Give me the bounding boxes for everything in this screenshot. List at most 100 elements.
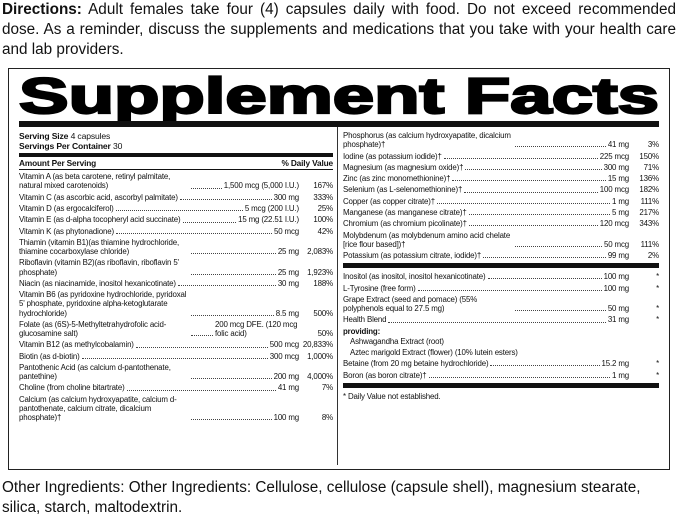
- amount: 300 mg: [273, 192, 300, 202]
- ingredient-row: Manganese (as manganese citrate)† 5 mg 217…: [343, 208, 659, 217]
- dv-header: % Daily Value: [281, 158, 333, 168]
- amount: 8.5 mg: [275, 308, 299, 318]
- ingredient-name: Vitamin B6 (as pyridoxine hydrochloride,…: [19, 290, 187, 318]
- ingredient-name: Grape Extract (seed and pomace) (55% pol…: [343, 294, 478, 314]
- dot-leader: [126, 389, 276, 391]
- directions-text: Adult females take four (4) capsules dai…: [2, 1, 676, 58]
- ingredient-row: Boron (as boron citrate)† 1 mg *: [343, 371, 659, 380]
- daily-value: 2%: [647, 251, 659, 261]
- amount: 300 mg: [603, 162, 630, 172]
- dot-leader: [468, 214, 611, 216]
- amount-header: Amount Per Serving: [19, 158, 97, 168]
- amount: 225 mcg: [599, 151, 629, 161]
- daily-value: 2,083%: [307, 247, 333, 257]
- left-rows: Vitamin A (as beta carotene, retinyl pal…: [19, 172, 333, 422]
- daily-value: 500%: [313, 308, 333, 318]
- title-svg: Supplement Facts: [19, 73, 659, 121]
- daily-value: 7%: [321, 383, 333, 393]
- ingredient-row: Calcium (as calcium hydroxyapatite, calc…: [19, 395, 333, 423]
- amount: 50 mcg: [604, 239, 629, 249]
- dot-leader: [464, 191, 598, 193]
- ingredient-row: Phosphorus (as calcium hydroxyapatite, d…: [343, 131, 659, 149]
- after-rows: Betaine (from 20 mg betaine hydrochlorid…: [343, 359, 659, 380]
- serving-size: Serving Size 4 capsules: [19, 131, 333, 141]
- daily-value: 333%: [313, 192, 333, 202]
- left-column: Serving Size 4 capsules Servings Per Con…: [19, 131, 333, 424]
- amount: 100 mg: [603, 272, 630, 282]
- dot-leader: [515, 146, 606, 148]
- ingredient-row: Vitamin D (as ergocalciferol) 5 mcg (200 …: [19, 204, 333, 213]
- dot-leader: [490, 365, 600, 367]
- providing-items: Ashwagandha Extract (root) Aztec marigold…: [343, 337, 659, 357]
- daily-value: 343%: [639, 219, 659, 229]
- daily-value: 182%: [639, 185, 659, 195]
- ingredient-name: Zinc (as zinc monomethionine)†: [343, 174, 451, 184]
- dot-leader: [182, 221, 237, 223]
- dot-leader: [135, 346, 268, 348]
- amount: 300 mcg: [269, 351, 299, 361]
- ingredient-name: Vitamin A (as beta carotene, retinyl pal…: [19, 172, 171, 191]
- dot-leader: [191, 314, 274, 316]
- amount: 15.2 mg: [601, 359, 630, 369]
- servings-label: Servings Per Container: [19, 141, 111, 151]
- daily-value: 42%: [317, 226, 333, 236]
- ingredient-name: Inositol (as inositol, inositol hexanico…: [343, 272, 486, 282]
- ingredient-name: Health Blend: [343, 315, 387, 325]
- ingredient-row: Vitamin C (as ascorbic acid, ascorbyl pa…: [19, 193, 333, 202]
- amount: 15 mg: [607, 174, 629, 184]
- daily-value: 1,000%: [307, 351, 333, 361]
- other-rows: Inositol (as inositol, inositol hexanico…: [343, 272, 659, 324]
- ingredient-name: Vitamin K (as phytonadione): [19, 226, 114, 236]
- ingredient-row: Folate (as (6S)-5-Methyltetrahydrofolic …: [19, 320, 333, 338]
- ingredient-name: Iodine (as potassium iodide)†: [343, 151, 442, 161]
- amount: 100 mcg: [599, 185, 629, 195]
- dot-leader: [452, 180, 606, 182]
- ingredient-name: Thiamin (vitamin B1)(as thiamine hydroch…: [19, 237, 180, 257]
- dot-leader: [179, 198, 272, 200]
- daily-value: *: [656, 304, 659, 314]
- ingredient-row: Riboflavin (vitamin B2)(as riboflavin, r…: [19, 258, 333, 276]
- amount: 41 mg: [607, 140, 629, 150]
- ingredient-row: Vitamin K (as phytonadione) 50 mcg 42%: [19, 227, 333, 236]
- ingredient-row: Choline (from choline bitartrate) 41 mg 7%: [19, 383, 333, 392]
- ingredient-name: Vitamin D (as ergocalciferol): [19, 204, 114, 213]
- dot-leader: [115, 210, 243, 212]
- daily-value: 71%: [643, 162, 659, 172]
- servings-per-container: Servings Per Container 30: [19, 141, 333, 151]
- dot-leader: [191, 378, 272, 380]
- daily-value: *: [656, 272, 659, 282]
- dot-leader: [483, 257, 606, 259]
- daily-value: 4,000%: [307, 372, 333, 382]
- ingredient-name: Molybdenum (as molybdenum amino acid che…: [343, 230, 511, 249]
- dot-leader: [115, 232, 273, 234]
- ingredient-name: Vitamin C (as ascorbic acid, ascorbyl pa…: [19, 192, 178, 202]
- servings-value: 30: [113, 141, 123, 151]
- providing-item: Aztec marigold Extract (flower) (10% lut…: [350, 348, 518, 358]
- footnote: * Daily Value not established.: [343, 391, 441, 401]
- ingredient-name: Betaine (from 20 mg betaine hydrochlorid…: [343, 359, 489, 369]
- daily-value: 50%: [317, 329, 333, 339]
- ingredient-row: Health Blend 31 mg *: [343, 315, 659, 324]
- right-column: Phosphorus (as calcium hydroxyapatite, d…: [343, 131, 659, 401]
- daily-value: *: [656, 283, 659, 293]
- directions-label: Directions:: [2, 1, 82, 18]
- ingredient-row: Vitamin B12 (as methylcobalamin) 500 mcg 2…: [19, 340, 333, 349]
- amount: 1,500 mcg (5,000 I.U.): [223, 181, 299, 191]
- daily-value: 8%: [321, 413, 333, 423]
- daily-value: 1,923%: [307, 267, 333, 277]
- ingredient-name: Selenium (as L-selenomethionine)†: [343, 185, 463, 195]
- dot-leader: [191, 273, 276, 275]
- dot-leader: [437, 202, 611, 204]
- dot-leader: [515, 310, 606, 312]
- dot-leader: [487, 278, 602, 280]
- ingredient-name: Riboflavin (vitamin B2)(as riboflavin, r…: [19, 258, 179, 277]
- ingredient-row: Thiamin (vitamin B1)(as thiamine hydroch…: [19, 238, 333, 256]
- amount: 41 mg: [277, 383, 299, 393]
- daily-value: 188%: [313, 278, 333, 288]
- ingredient-name: Choline (from choline bitartrate): [19, 383, 125, 393]
- dot-leader: [465, 169, 602, 170]
- ingredient-name: Pantothenic Acid (as calcium d-pantothen…: [19, 362, 171, 382]
- ingredient-name: Boron (as boron citrate)†: [343, 370, 427, 380]
- ingredient-row: Magnesium (as magnesium oxide)† 300 mg 71%: [343, 163, 659, 172]
